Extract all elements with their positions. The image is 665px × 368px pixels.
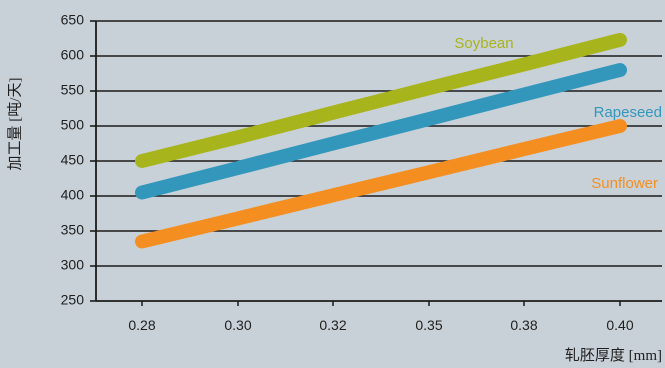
- x-tick-label: 0.32: [319, 317, 346, 333]
- x-axis-title: 轧胚厚度 [mm]: [565, 347, 662, 364]
- y-tick-label: 400: [61, 187, 85, 203]
- series-line-sunflower: [135, 119, 627, 249]
- x-tick-label: 0.30: [224, 317, 251, 333]
- y-tick-label: 600: [61, 47, 85, 63]
- y-tick-label: 350: [61, 222, 85, 238]
- y-tick-label: 650: [61, 12, 85, 28]
- series-label-soybean: Soybean: [454, 35, 513, 52]
- y-tick-label: 500: [61, 117, 85, 133]
- series-line-rapeseed: [135, 63, 627, 200]
- y-tick-label: 450: [61, 152, 85, 168]
- x-tick-label: 0.40: [606, 317, 633, 333]
- y-tick-label: 300: [61, 257, 85, 273]
- y-tick-label: 550: [61, 82, 85, 98]
- x-tick-label: 0.28: [128, 317, 155, 333]
- series-lines: [135, 32, 627, 249]
- y-tick-label: 250: [61, 292, 85, 308]
- axes: [90, 20, 662, 306]
- tick-labels: 250 300 350 400 450 500 550 600 650 0.28 0.30 0.32 0…: [61, 12, 634, 333]
- series-labels: Soybean Rapeseed Sunflower: [454, 35, 662, 192]
- x-tick-label: 0.38: [510, 317, 537, 333]
- y-axis-title: 加工量 [吨/天]: [6, 78, 23, 171]
- x-tick-label: 0.35: [415, 317, 442, 333]
- series-line-soybean: [135, 32, 627, 168]
- series-label-rapeseed: Rapeseed: [594, 104, 662, 121]
- series-label-sunflower: Sunflower: [591, 175, 658, 192]
